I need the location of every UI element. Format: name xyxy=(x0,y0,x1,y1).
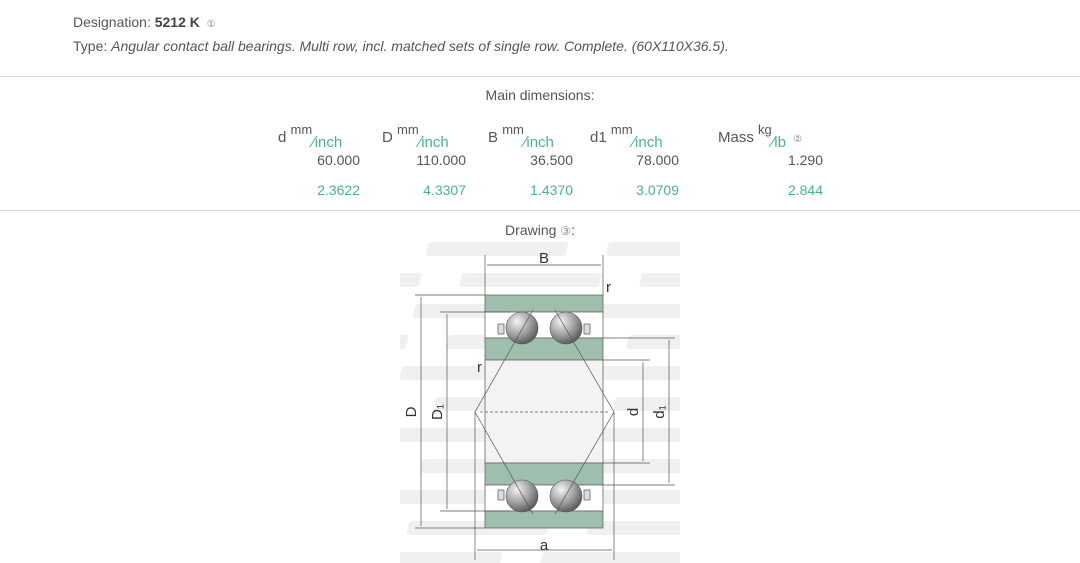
label-d1: d₁ xyxy=(651,405,668,418)
info-icon[interactable]: ② xyxy=(793,134,803,145)
value-d-inch: 2.3622 xyxy=(317,182,360,198)
label-D: D xyxy=(403,406,420,417)
label-a: a xyxy=(540,537,549,554)
watermark-band xyxy=(586,521,680,535)
watermark-band xyxy=(600,459,680,473)
watermark-band xyxy=(579,366,680,380)
column-header-d: d mm⁄inch xyxy=(278,122,343,151)
value-d1-inch: 3.0709 xyxy=(636,182,679,198)
watermark-band xyxy=(626,335,680,349)
label-D1: D₁ xyxy=(429,404,446,420)
column-header-b: B mm⁄inch xyxy=(488,122,554,151)
watermark-band xyxy=(380,397,396,411)
info-icon[interactable]: ① xyxy=(206,19,216,30)
designation: Designation: 5212 K ① xyxy=(73,14,216,30)
value-d1-mm: 78.000 xyxy=(636,152,679,168)
watermark-band xyxy=(613,397,680,411)
watermark-band xyxy=(459,273,602,287)
watermark-band xyxy=(592,304,680,318)
watermark-band xyxy=(400,273,422,287)
main-dimensions-title: Main dimensions: xyxy=(485,87,595,103)
drawing-title: Drawing ③: xyxy=(505,222,575,238)
watermark-band xyxy=(380,459,382,473)
label-B: B xyxy=(539,250,549,267)
column-header-mass: Mass kg⁄lb ② xyxy=(718,122,803,151)
designation-value: 5212 K xyxy=(154,14,200,30)
value-b-inch: 1.4370 xyxy=(530,182,573,198)
value-mass-inch: 2.844 xyxy=(787,182,823,198)
label-r: r xyxy=(606,279,611,296)
watermark-band xyxy=(400,335,409,349)
watermark-band xyxy=(400,552,503,563)
bearing-type: Type: Angular contact ball bearings. Mul… xyxy=(73,38,729,54)
value-mass-mm: 1.290 xyxy=(787,152,823,168)
value-b-mm: 36.500 xyxy=(530,152,573,168)
watermark-band xyxy=(426,242,568,256)
watermark-band xyxy=(639,273,680,287)
label-r: r xyxy=(477,359,482,376)
value-d-mm: 110.000 xyxy=(416,152,466,168)
column-header-d1: d1 mm⁄inch xyxy=(590,122,663,151)
column-header-d: D mm⁄inch xyxy=(382,122,449,151)
divider xyxy=(0,210,1080,211)
watermark-band xyxy=(540,552,680,563)
watermark-band xyxy=(380,242,389,256)
divider xyxy=(0,76,1080,77)
value-d-mm: 60.000 xyxy=(317,152,360,168)
info-icon[interactable]: ③ xyxy=(560,224,572,238)
value-d-inch: 4.3307 xyxy=(423,182,466,198)
bearing-drawing: B r r a D D₁ d d₁ xyxy=(380,242,680,563)
watermark-band xyxy=(606,242,680,256)
watermark-band xyxy=(400,490,516,504)
label-d: d xyxy=(625,408,642,416)
